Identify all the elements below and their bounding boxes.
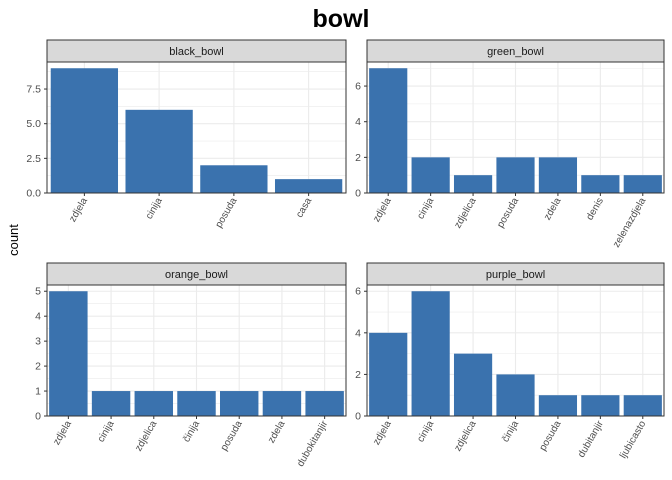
x-tick-label: posuda (214, 196, 240, 230)
x-tick-label: zdjelica (133, 419, 159, 454)
y-tick-label: 4 (35, 311, 41, 323)
y-tick-label: 2 (35, 361, 41, 373)
strip-label: orange_bowl (165, 269, 228, 281)
y-tick-label: 2 (355, 152, 361, 164)
bar-zelenazdjela (623, 175, 662, 193)
bar-zdjelica (453, 175, 493, 193)
x-tick-label: cinija (415, 196, 436, 222)
y-tick-label: 2.5 (26, 153, 41, 165)
y-tick-label: 4 (355, 327, 361, 339)
x-tick-label: posuda (219, 419, 245, 453)
y-tick-label: 1 (35, 386, 41, 398)
bar-zdjelica (453, 353, 493, 416)
bar-posuda (200, 165, 268, 193)
strip-label: purple_bowl (486, 269, 545, 281)
chart-title: bowl (313, 5, 370, 33)
bar-zdjela (50, 68, 119, 193)
bar-dubitanjir (581, 395, 620, 416)
x-tick-label: zdela (542, 196, 564, 223)
y-tick-label: 6 (355, 286, 361, 298)
y-tick-label: 3 (35, 336, 41, 348)
x-tick-label: zdjelica (452, 419, 478, 454)
bar-zdela (262, 391, 302, 416)
bar-dubokitanjir (305, 391, 344, 416)
x-tick-label: casa (294, 196, 314, 220)
y-tick-label: 6 (355, 81, 361, 93)
x-tick-label: zdjela (51, 419, 74, 448)
panels: black_bowl 0.0 2.5 5.0 7.5 zdjela cinija posuda… (26, 39, 665, 469)
y-tick-label: 7.5 (26, 84, 41, 96)
bar-cinija (125, 109, 193, 193)
x-tick-label: zdela (266, 419, 288, 446)
panel-black_bowl: black_bowl 0.0 2.5 5.0 7.5 zdjela cinija posuda… (26, 39, 347, 230)
x-tick-label: posuda (538, 419, 564, 453)
y-tick-label: 5.0 (26, 118, 41, 130)
bar-posuda (538, 395, 578, 416)
bar-zdjela (369, 332, 408, 416)
x-tick-label: denis (584, 196, 605, 222)
x-tick-label: dubokitanjir (295, 418, 330, 468)
bar-cinija (411, 157, 450, 193)
x-tick-label: zdjela (371, 196, 394, 225)
bar-zdela (538, 157, 578, 193)
x-tick-label: cinija (96, 419, 117, 445)
x-tick-label: činija (181, 419, 202, 445)
panel-border (46, 61, 347, 194)
y-tick-label: 0 (355, 188, 361, 200)
x-tick-label: cinija (144, 196, 165, 222)
bar-zdjela (49, 291, 88, 416)
x-tick-label: cinija (415, 419, 436, 445)
bar-posuda (219, 391, 259, 416)
x-tick-label: ljubicasto (618, 419, 649, 461)
y-tick-label: 0 (35, 411, 41, 423)
bar-zdjela (369, 68, 408, 193)
y-tick-label: 5 (35, 286, 41, 298)
x-tick-label: zelenazdjela (611, 196, 649, 250)
x-tick-label: posuda (495, 196, 521, 230)
strip-label: black_bowl (169, 46, 223, 58)
x-tick-label: dubitanjir (576, 418, 606, 459)
bar-ljubicasto (623, 395, 662, 416)
bar-posuda (496, 157, 535, 193)
bar-cinija (411, 291, 450, 416)
bar-činija (177, 391, 216, 416)
x-tick-label: zdjela (371, 419, 394, 448)
strip-label: green_bowl (487, 46, 544, 58)
bar-činija (496, 374, 535, 416)
bar-casa (274, 179, 343, 193)
panel-purple_bowl: purple_bowl 0 2 4 6 zdjela cinija zdjelica činij… (355, 262, 665, 461)
y-tick-label: 0 (355, 411, 361, 423)
bar-zdjelica (134, 391, 174, 416)
x-tick-label: činija (500, 419, 521, 445)
panel-orange_bowl: orange_bowl 0 1 2 3 4 5 zdjela cinija zdjelica čin… (35, 262, 347, 469)
y-axis-label: count (6, 224, 21, 256)
bar-cinija (91, 391, 131, 416)
x-tick-label: zdjela (67, 196, 90, 225)
panel-green_bowl: green_bowl 0 2 4 6 zdjela cinija zdjelica posuda… (355, 39, 665, 250)
y-tick-label: 2 (355, 369, 361, 381)
x-tick-label: zdjelica (452, 196, 478, 231)
y-tick-label: 0.0 (26, 188, 41, 200)
y-tick-label: 4 (355, 116, 361, 128)
bar-denis (581, 175, 620, 193)
